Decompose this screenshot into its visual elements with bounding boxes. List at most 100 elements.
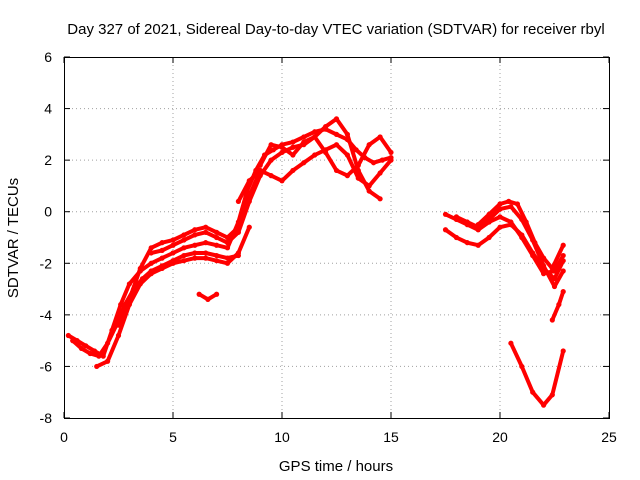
data-point: [181, 232, 187, 238]
data-point: [205, 296, 211, 302]
data-point: [353, 147, 359, 153]
data-point: [355, 162, 361, 168]
data-point: [203, 229, 209, 235]
data-point: [279, 149, 285, 156]
data-point: [497, 214, 503, 220]
data-point: [388, 149, 394, 156]
data-point: [170, 242, 176, 248]
data-point: [519, 363, 525, 370]
data-point: [523, 219, 529, 225]
data-point: [323, 124, 329, 130]
data-point: [508, 203, 514, 210]
data-point: [196, 291, 202, 297]
data-point: [96, 353, 102, 359]
data-point: [257, 162, 263, 168]
data-point: [530, 250, 536, 256]
y-tick-label: 2: [44, 152, 52, 168]
data-point: [464, 219, 470, 225]
data-point: [203, 250, 209, 256]
data-point: [508, 340, 514, 346]
data-point: [115, 322, 122, 328]
data-point: [181, 245, 187, 251]
data-point: [366, 142, 372, 148]
series-trace-5: [149, 116, 383, 255]
data-point: [70, 338, 76, 344]
data-point: [192, 227, 198, 233]
data-point: [181, 252, 187, 259]
data-point: [377, 170, 383, 176]
data-point: [270, 147, 276, 153]
data-point: [560, 268, 566, 274]
data-point: [148, 271, 154, 277]
data-point: [370, 160, 377, 166]
data-point: [246, 224, 252, 230]
data-point: [235, 229, 241, 235]
data-point: [192, 232, 198, 238]
x-tick-label: 5: [169, 429, 177, 445]
data-point: [333, 116, 340, 122]
grid-lines: [64, 57, 609, 418]
y-tick-label: 4: [44, 101, 52, 117]
y-tick-label: -2: [40, 255, 53, 271]
data-point: [94, 363, 100, 370]
data-traces: [65, 116, 566, 408]
data-point: [268, 142, 274, 148]
data-point: [301, 160, 307, 166]
data-point: [551, 283, 558, 290]
data-point: [549, 265, 555, 272]
data-point: [203, 224, 209, 230]
data-point: [105, 340, 111, 346]
axis-ticks: 0 5 10 15 20 25 -8 -6 -4 -2 0 2 4 6: [40, 49, 617, 445]
data-point: [279, 178, 285, 184]
data-point: [214, 258, 220, 264]
data-point: [530, 389, 536, 395]
data-point: [83, 343, 89, 349]
data-point: [464, 240, 470, 246]
data-point: [214, 229, 220, 235]
x-tick-label: 15: [383, 429, 399, 445]
data-point: [541, 263, 547, 269]
data-point: [333, 142, 340, 148]
data-point: [475, 242, 481, 248]
data-point: [312, 152, 318, 158]
data-point: [560, 289, 566, 295]
data-point: [192, 255, 198, 261]
data-point: [148, 250, 154, 256]
series-trace-13: [508, 341, 566, 408]
data-point: [549, 317, 555, 323]
series-trace-12: [476, 199, 566, 271]
data-point: [159, 240, 165, 246]
data-point: [181, 258, 187, 264]
data-point: [148, 260, 154, 266]
data-point: [268, 157, 274, 163]
data-point: [556, 301, 562, 308]
data-point: [126, 281, 132, 287]
data-point: [235, 250, 241, 256]
data-point: [388, 157, 394, 163]
data-point: [115, 332, 122, 339]
data-point: [118, 301, 124, 308]
data-point: [181, 237, 187, 243]
data-point: [442, 227, 449, 233]
data-point: [78, 345, 85, 351]
y-tick-label: 0: [44, 204, 52, 220]
data-point: [170, 260, 176, 266]
data-point: [506, 198, 512, 204]
data-point: [344, 152, 350, 158]
y-tick-label: 6: [44, 49, 52, 65]
data-point: [257, 167, 263, 174]
data-point: [486, 234, 492, 241]
data-point: [214, 242, 220, 248]
data-point: [65, 332, 71, 339]
data-point: [549, 392, 555, 398]
data-point: [453, 214, 459, 220]
data-point: [203, 240, 209, 246]
chart-title: Day 327 of 2021, Sidereal Day-to-day VTE…: [67, 21, 604, 38]
data-point: [290, 144, 296, 150]
data-point: [323, 149, 329, 156]
data-point: [170, 237, 176, 243]
data-point: [214, 234, 220, 241]
data-point: [224, 245, 231, 251]
data-point: [532, 240, 538, 246]
